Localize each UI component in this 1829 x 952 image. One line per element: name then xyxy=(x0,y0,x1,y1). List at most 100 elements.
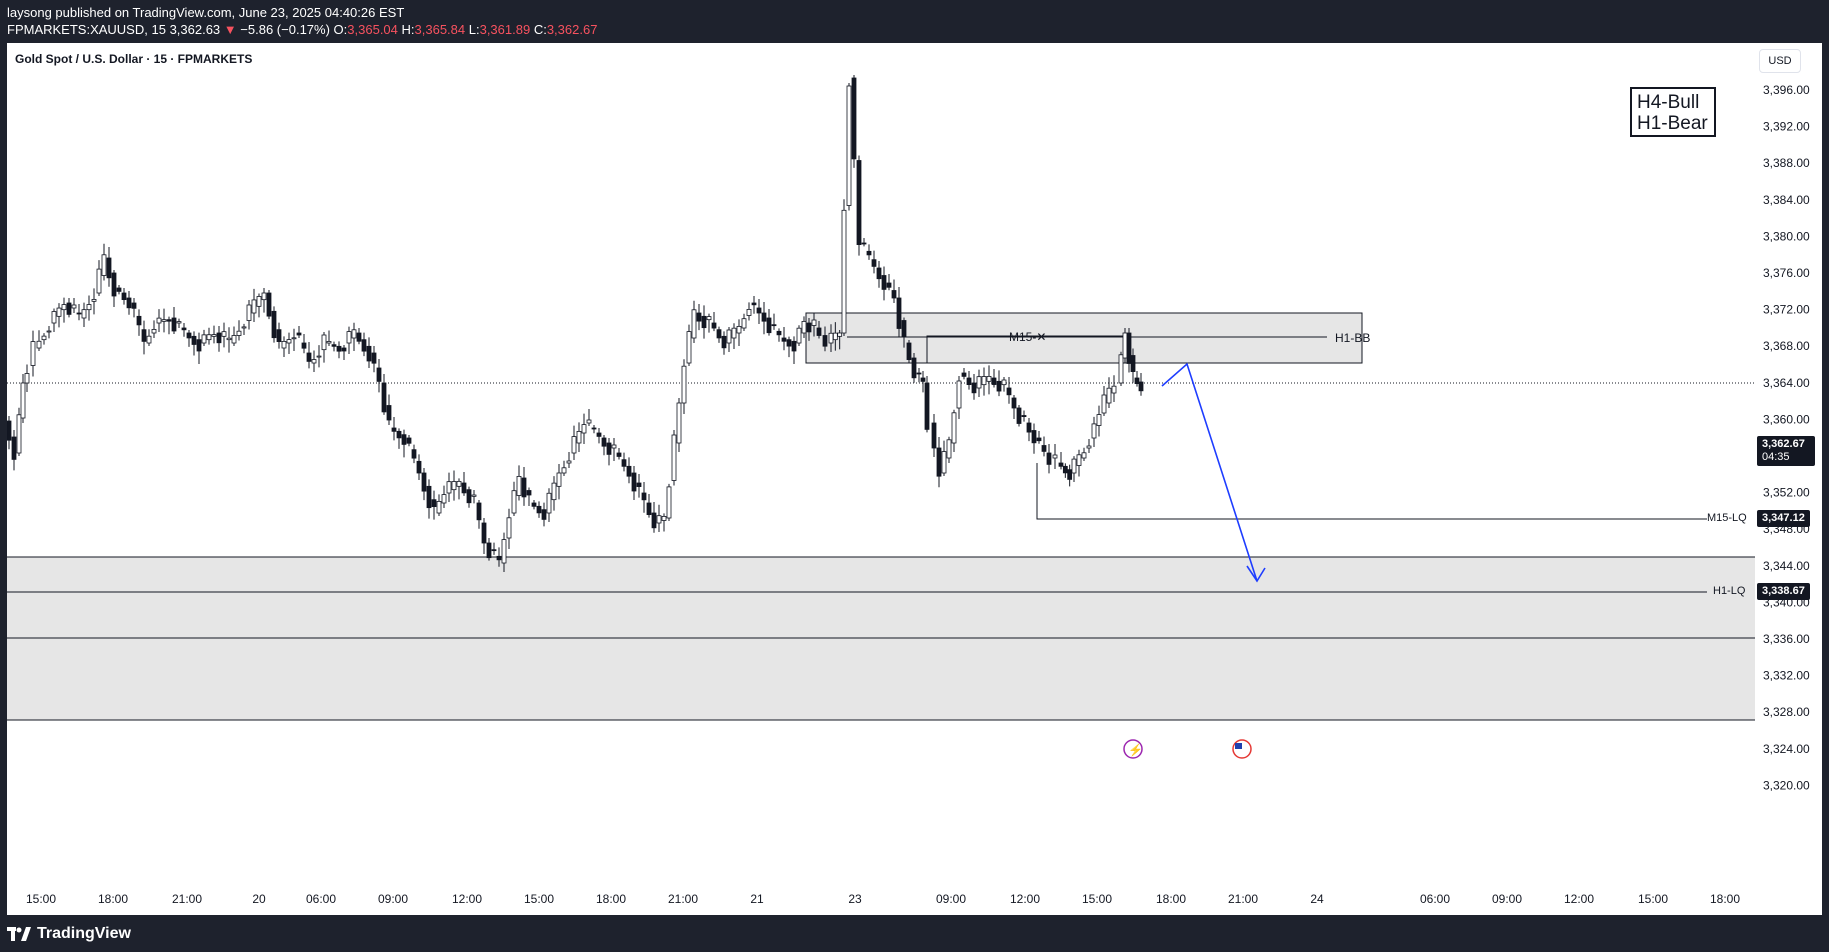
candle-bear xyxy=(971,382,977,394)
candle-bear xyxy=(616,452,622,457)
candle-bear xyxy=(301,342,307,349)
candle-bull xyxy=(576,430,582,444)
candle-bear xyxy=(166,319,172,322)
candle-bear xyxy=(991,377,997,385)
candle-bear xyxy=(366,345,372,362)
h1-bb-zone[interactable] xyxy=(805,312,1363,364)
x-axis[interactable]: 15:00 18:00 21:00 20 06:00 09:00 12:00 15:00 18:… xyxy=(26,892,1740,906)
candle-bear xyxy=(476,502,482,521)
candle-bull xyxy=(1111,385,1117,394)
candle-bull xyxy=(666,486,672,519)
y-tick-label: 3,320.00 xyxy=(1763,778,1810,792)
candle-bear xyxy=(116,287,122,292)
candle-bear xyxy=(751,302,757,306)
candle-bull xyxy=(20,382,26,419)
candle-bear xyxy=(361,339,367,352)
candle-bear xyxy=(371,352,377,364)
flash-glyph-icon: ⚡ xyxy=(1128,743,1143,757)
x-tick-label: 12:00 xyxy=(1010,892,1040,906)
candle-bear xyxy=(271,310,277,339)
bar-countdown: 04:35 xyxy=(1762,451,1790,463)
candle-bull xyxy=(61,304,67,311)
candle-bull xyxy=(286,339,292,344)
y-tick-label: 3,392.00 xyxy=(1763,120,1810,134)
candle-bull xyxy=(726,329,732,344)
candle-bear xyxy=(336,345,342,352)
candle-bull xyxy=(1076,454,1082,466)
m15-lq-tag: 3,347.12 xyxy=(1757,510,1810,527)
candle-bear xyxy=(266,292,272,317)
candle-bull xyxy=(511,490,517,514)
candle-bull xyxy=(846,85,852,206)
candle-bull xyxy=(681,365,687,404)
low-value: 3,361.89 xyxy=(479,22,531,37)
candle-bear xyxy=(111,272,117,297)
candle-bull xyxy=(946,439,952,459)
candle-bear xyxy=(416,460,422,474)
candle-bear xyxy=(341,347,347,352)
candle-bear xyxy=(920,377,926,382)
candle-bear xyxy=(891,290,897,299)
candle-bear xyxy=(11,436,17,460)
candle-bear xyxy=(1026,422,1032,433)
candle-bull xyxy=(986,375,992,382)
candle-bear xyxy=(771,324,777,327)
chart-pane[interactable]: H1-BB M15-✕ 3,396.00 3,392.00 3,388.00 3,38… xyxy=(7,43,1822,915)
x-tick-label: 21 xyxy=(750,892,764,906)
x-tick-label: 18:00 xyxy=(1156,892,1186,906)
last-price: 3,362.63 xyxy=(169,22,221,37)
candle-bear xyxy=(871,259,877,267)
candle-bear xyxy=(531,502,537,507)
candle-bear xyxy=(646,502,652,516)
candle-bull xyxy=(837,332,843,337)
candle-bull xyxy=(30,341,36,366)
h1-liquidity-zone xyxy=(7,557,1755,636)
m15-break-label: M15-✕ xyxy=(1009,330,1046,344)
candle-bull xyxy=(1081,452,1087,459)
candle-bull xyxy=(506,517,512,539)
candle-bear xyxy=(521,477,527,498)
candle-bull xyxy=(471,494,477,497)
candle-bear xyxy=(386,405,392,421)
candle-bull xyxy=(321,334,327,351)
candle-bull xyxy=(176,321,182,324)
candle-bear xyxy=(931,422,937,449)
x-tick-label: 18:00 xyxy=(596,892,626,906)
candle-bear xyxy=(401,434,407,445)
candle-bull xyxy=(1118,354,1124,384)
candle-bear xyxy=(996,380,1002,392)
candle-bear xyxy=(1031,430,1037,444)
price-change: −5.86 (−0.17%) xyxy=(240,22,330,37)
x-tick-label: 18:00 xyxy=(1710,892,1740,906)
candle-bear xyxy=(181,327,187,331)
h1-lq-tag: 3,338.67 xyxy=(1757,583,1810,600)
price-chart[interactable]: H1-BB M15-✕ 3,396.00 3,392.00 3,388.00 3,38… xyxy=(7,43,1822,915)
candle-bear xyxy=(191,335,197,345)
candle-bear xyxy=(721,335,727,349)
candle-bear xyxy=(526,490,532,496)
candle-bull xyxy=(51,311,57,324)
y-tick-label: 3,344.00 xyxy=(1763,559,1810,573)
candle-bear xyxy=(486,542,492,559)
tradingview-logo[interactable]: TradingView xyxy=(7,924,131,944)
x-tick-label: 15:00 xyxy=(1082,892,1112,906)
candle-bear xyxy=(466,489,472,504)
x-tick-label: 24 xyxy=(1310,892,1324,906)
h1-bb-label: H1-BB xyxy=(1335,331,1370,345)
candle-bull xyxy=(1101,394,1107,414)
currency-button[interactable]: USD xyxy=(1759,49,1801,73)
candle-bear xyxy=(76,312,82,315)
candle-bear xyxy=(924,382,930,430)
publish-header: laysong published on TradingView.com, Ju… xyxy=(0,0,1829,43)
candle-bear xyxy=(911,357,917,379)
event-flash-icon[interactable] xyxy=(1123,739,1143,759)
candle-bull xyxy=(311,359,317,364)
candle-bull xyxy=(231,335,237,344)
flag-canton-icon xyxy=(1235,743,1242,749)
candle-bull xyxy=(201,334,207,344)
y-tick-label: 3,388.00 xyxy=(1763,156,1810,170)
candle-bear xyxy=(461,482,467,494)
candle-bull xyxy=(291,337,297,340)
candle-bear xyxy=(126,297,132,309)
candle-bull xyxy=(828,332,834,344)
